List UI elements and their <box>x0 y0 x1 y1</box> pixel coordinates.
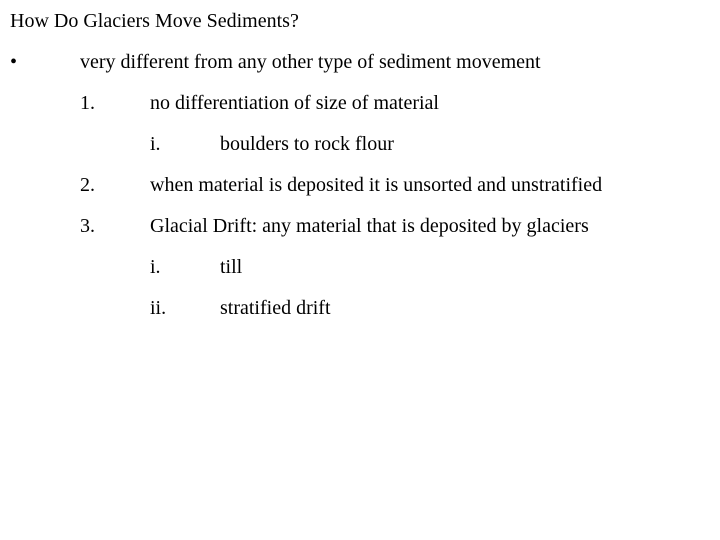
subitem-number: ii. <box>150 295 220 322</box>
outline-item: 1. no differentiation of size of materia… <box>10 90 710 117</box>
subitem-number: i. <box>150 254 220 281</box>
outline-subitem: i. boulders to rock flour <box>10 131 710 158</box>
item-text: Glacial Drift: any material that is depo… <box>150 213 710 240</box>
outline-item: 2. when material is deposited it is unso… <box>10 172 710 199</box>
bullet-marker: • <box>10 49 80 76</box>
outline-subitem: i. till <box>10 254 710 281</box>
item-text: no differentiation of size of material <box>150 90 710 117</box>
subitem-text: stratified drift <box>220 295 710 322</box>
level1-text: very different from any other type of se… <box>80 49 710 76</box>
outline-subitem: ii. stratified drift <box>10 295 710 322</box>
outline-level-1: • very different from any other type of … <box>10 49 710 76</box>
item-number: 2. <box>80 172 150 199</box>
outline-item: 3. Glacial Drift: any material that is d… <box>10 213 710 240</box>
subitem-number: i. <box>150 131 220 158</box>
slide-title: How Do Glaciers Move Sediments? <box>10 8 710 35</box>
item-number: 3. <box>80 213 150 240</box>
item-text: when material is deposited it is unsorte… <box>150 172 710 199</box>
subitem-text: till <box>220 254 710 281</box>
subitem-text: boulders to rock flour <box>220 131 710 158</box>
item-number: 1. <box>80 90 150 117</box>
